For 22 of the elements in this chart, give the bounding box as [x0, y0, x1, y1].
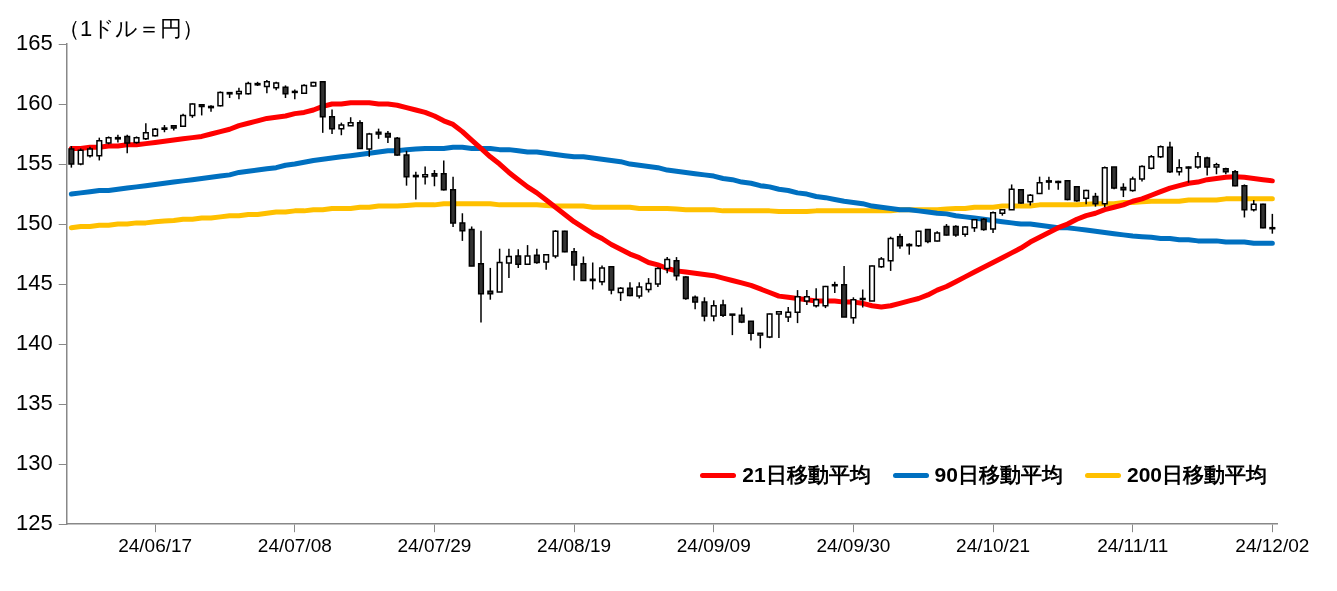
y-tick-label: 145	[15, 270, 53, 296]
x-tick-label: 24/10/21	[956, 534, 1031, 556]
x-tick-label: 24/06/17	[118, 534, 193, 556]
legend-label: 200日移動平均	[1126, 462, 1267, 489]
x-tick-label: 24/11/11	[1097, 534, 1169, 556]
y-tick-label: 125	[15, 510, 53, 536]
x-tick-label: 24/09/30	[816, 534, 891, 556]
y-tick-label: 155	[15, 150, 53, 176]
x-tick-label: 24/07/29	[397, 534, 472, 556]
x-tick-label: 24/09/09	[676, 534, 751, 556]
x-tick-label: 24/08/19	[537, 534, 612, 556]
y-tick-label: 130	[15, 450, 53, 476]
y-axis-title: （1ドル＝円）	[58, 15, 205, 43]
x-tick-label: 24/12/02	[1235, 534, 1310, 556]
x-tick-label: 24/07/08	[257, 534, 332, 556]
y-tick-label: 140	[15, 330, 53, 356]
legend-label: 90日移動平均	[934, 462, 1063, 489]
y-tick-label: 150	[15, 210, 53, 236]
y-tick-label: 165	[15, 30, 53, 56]
legend-label: 21日移動平均	[742, 462, 871, 489]
y-tick-label: 135	[15, 390, 53, 416]
y-tick-label: 160	[15, 90, 53, 116]
